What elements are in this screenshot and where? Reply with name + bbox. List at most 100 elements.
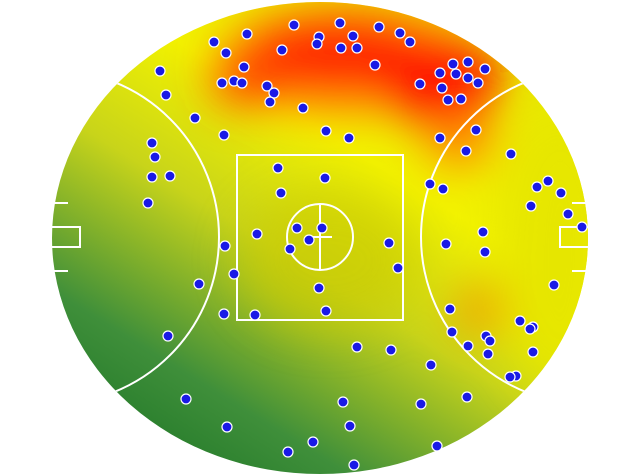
point [414,78,426,90]
point [180,393,192,405]
point [320,305,332,317]
point [462,56,474,68]
point [351,42,363,54]
point [446,326,458,338]
point [447,58,459,70]
point [238,61,250,73]
point [160,89,172,101]
point [261,80,273,92]
point [162,330,174,342]
point [291,222,303,234]
point [307,436,319,448]
point [164,170,176,182]
point [555,187,567,199]
point [548,279,560,291]
point [343,132,355,144]
point [442,94,454,106]
point [313,282,325,294]
point [460,145,472,157]
point [576,221,588,233]
point [154,65,166,77]
field-markings [52,69,588,405]
point [373,21,385,33]
point [236,77,248,89]
point [383,237,395,249]
point [149,151,161,163]
point [424,178,436,190]
point [288,19,300,31]
point [470,124,482,136]
point [193,278,205,290]
point [272,162,284,174]
point [514,315,526,327]
point [348,459,360,471]
point [303,234,315,246]
point [335,42,347,54]
point [221,421,233,433]
point [415,398,427,410]
point [527,346,539,358]
point [334,17,346,29]
point [369,59,381,71]
point [394,27,406,39]
point [525,200,537,212]
point [436,82,448,94]
point [437,183,449,195]
point [142,197,154,209]
point [146,137,158,149]
point [479,63,491,75]
point [440,238,452,250]
point [477,226,489,238]
point [462,72,474,84]
point [228,268,240,280]
point [189,112,201,124]
point [282,446,294,458]
point [542,175,554,187]
point [251,228,263,240]
point [275,187,287,199]
point [455,93,467,105]
point [218,129,230,141]
point [404,36,416,48]
point [450,68,462,80]
point [479,246,491,258]
point [319,172,331,184]
point [146,171,158,183]
point [472,77,484,89]
point [320,125,332,137]
point [392,262,404,274]
point [505,148,517,160]
point [524,323,536,335]
point [218,308,230,320]
point [562,208,574,220]
point [504,371,516,383]
point [347,30,359,42]
point [316,222,328,234]
point [337,396,349,408]
point [484,335,496,347]
point [344,420,356,432]
point [425,359,437,371]
point [531,181,543,193]
point [241,28,253,40]
point [220,47,232,59]
point [216,77,228,89]
point [311,38,323,50]
point [431,440,443,452]
point [219,240,231,252]
point [462,340,474,352]
point [482,348,494,360]
point [385,344,397,356]
point [297,102,309,114]
point [434,67,446,79]
point [268,87,280,99]
point [351,341,363,353]
point [208,36,220,48]
point [276,44,288,56]
point [249,309,261,321]
point [284,243,296,255]
point [434,132,446,144]
point [264,96,276,108]
